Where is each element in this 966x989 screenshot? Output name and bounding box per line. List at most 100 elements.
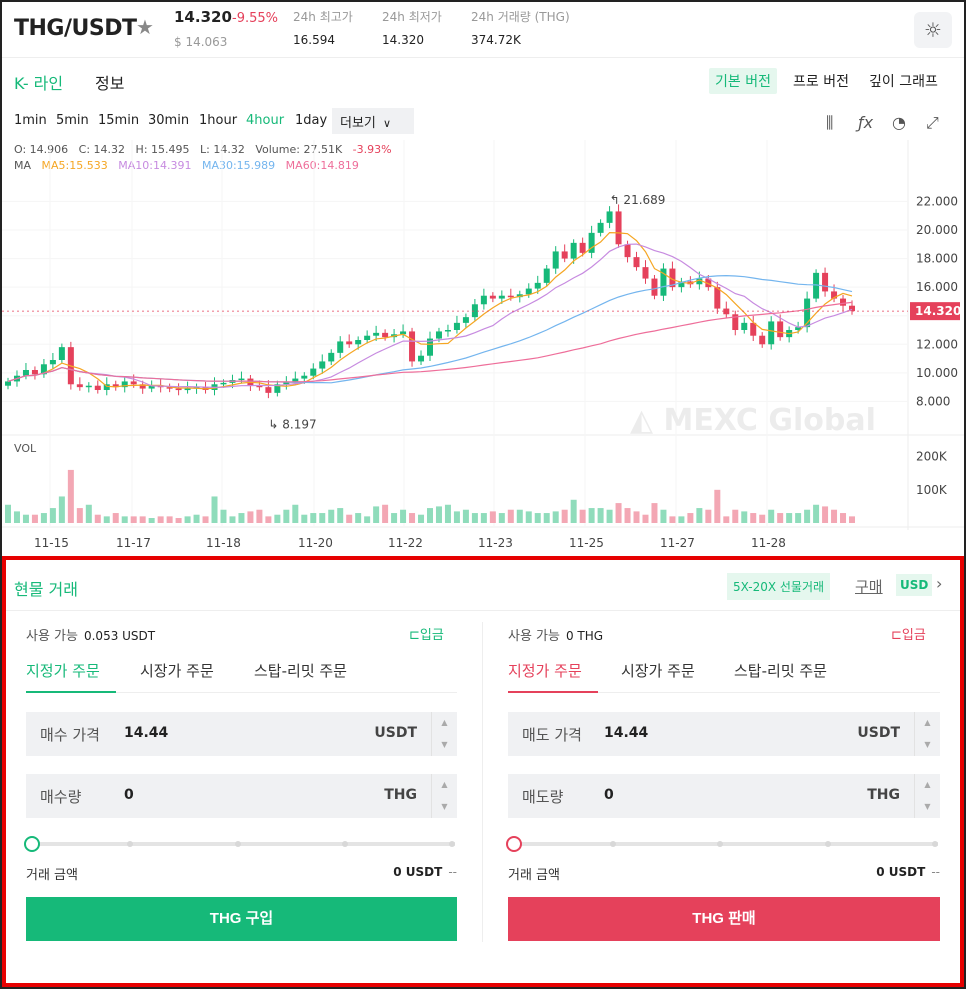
interval-5min[interactable]: 5min <box>56 113 89 128</box>
candle <box>840 298 847 306</box>
buy-tab-stop-limit[interactable]: 스탑-리밋 주문 <box>254 662 347 680</box>
sell-tab-stop-limit[interactable]: 스탑-리밋 주문 <box>734 662 827 680</box>
interval-1day[interactable]: 1day <box>295 113 328 128</box>
candle-type-icon[interactable]: ⫼ <box>826 113 834 132</box>
interval-4hour[interactable]: 4hour <box>246 113 285 128</box>
sell-amount-slider[interactable] <box>506 834 938 854</box>
available-value: 0.053 USDT <box>83 629 156 643</box>
currency-usd-tag[interactable]: USD <box>896 574 933 596</box>
interval-1min[interactable]: 1min <box>14 113 47 128</box>
kline-chart[interactable]: 22.00020.00018.00016.00014.00012.00010.0… <box>2 140 964 556</box>
field-label: 매도 가격 <box>522 726 582 744</box>
deposit-label: 입금 <box>901 628 926 643</box>
slider-step-dot[interactable] <box>449 841 455 847</box>
buy-button[interactable]: THG 구입 <box>26 897 457 941</box>
divider <box>6 610 960 611</box>
price-stepper[interactable]: ▲ ▼ <box>914 712 940 756</box>
interval-1hour[interactable]: 1hour <box>199 113 238 128</box>
y-tick-label: 20.000 <box>916 223 958 237</box>
ohlc-readout: O: 14.906 C: 14.32 H: 15.495 L: 14.32 Vo… <box>14 143 392 156</box>
field-value[interactable]: 0 <box>124 787 134 803</box>
buy-crypto-link[interactable]: 구매 <box>855 578 883 596</box>
caret-down-icon[interactable]: ▼ <box>924 740 931 749</box>
buy-tab-market[interactable]: 시장가 주문 <box>140 662 214 680</box>
candle <box>597 222 604 233</box>
caret-up-icon[interactable]: ▲ <box>441 718 448 727</box>
interval-15min[interactable]: 15min <box>98 113 140 128</box>
quantity-stepper[interactable]: ▲ ▼ <box>914 774 940 818</box>
slider-step-dot[interactable] <box>825 841 831 847</box>
slider-track[interactable] <box>508 842 938 846</box>
ohlc-close: C: 14.32 <box>78 143 126 156</box>
slider-step-dot[interactable] <box>235 841 241 847</box>
caret-down-icon[interactable]: ▼ <box>441 740 448 749</box>
gauge-settings-icon[interactable]: ◔ <box>892 113 906 132</box>
slider-step-dot[interactable] <box>127 841 133 847</box>
version-pro[interactable]: 프로 버전 <box>793 74 849 90</box>
favorite-star-icon[interactable]: ★ <box>136 15 154 39</box>
pair-title[interactable]: THG/USDT <box>14 16 137 41</box>
volume-bar <box>660 509 667 523</box>
tab-kline[interactable]: K- 라인 <box>14 74 64 93</box>
candle <box>795 327 802 330</box>
x-tick-label: 11-25 <box>569 536 604 550</box>
version-depth[interactable]: 깊이 그래프 <box>869 74 938 90</box>
quantity-stepper[interactable]: ▲ ▼ <box>431 774 457 818</box>
sell-deposit-link[interactable]: ⊏입금 <box>891 624 926 643</box>
volume-bar <box>696 508 703 523</box>
volume-bar <box>561 509 568 523</box>
ma30-value: MA30:15.989 <box>201 159 276 172</box>
price-stepper[interactable]: ▲ ▼ <box>431 712 457 756</box>
buy-price-input[interactable]: 매수 가격 14.44 USDT ▲ ▼ <box>26 712 457 756</box>
volume-bar <box>642 514 649 523</box>
sell-tab-limit[interactable]: 지정가 주문 <box>508 662 582 680</box>
volume-bar <box>319 513 326 523</box>
candle <box>337 341 344 353</box>
caret-up-icon[interactable]: ▲ <box>924 780 931 789</box>
price-change: -9.55% <box>232 11 278 26</box>
interval-30min[interactable]: 30min <box>148 113 190 128</box>
volume-bar <box>112 513 119 523</box>
field-value[interactable]: 14.44 <box>604 725 649 741</box>
volume-bar <box>40 513 47 523</box>
buy-tab-limit[interactable]: 지정가 주문 <box>26 662 100 680</box>
volume-bar <box>229 516 236 523</box>
sell-tab-market[interactable]: 시장가 주문 <box>621 662 695 680</box>
field-value[interactable]: 0 <box>604 787 614 803</box>
ma60-line <box>7 301 853 383</box>
slider-step-dot[interactable] <box>342 841 348 847</box>
sell-price-input[interactable]: 매도 가격 14.44 USDT ▲ ▼ <box>508 712 940 756</box>
caret-up-icon[interactable]: ▲ <box>924 718 931 727</box>
indicator-fx-icon[interactable]: ƒx <box>858 113 874 132</box>
volume-bar <box>274 514 281 523</box>
chevron-right-icon[interactable]: › <box>936 574 943 593</box>
volume-bar <box>157 516 164 523</box>
futures-tag[interactable]: 5X-20X 선물거래 <box>727 573 831 600</box>
field-value[interactable]: 14.44 <box>124 725 169 741</box>
caret-down-icon[interactable]: ▼ <box>924 802 931 811</box>
sun-icon[interactable]: ☼ <box>914 12 952 48</box>
stat-24h-high: 24h 최고가 16.594 <box>293 8 353 47</box>
spot-trade-title[interactable]: 현물 거래 <box>14 580 78 599</box>
tab-info[interactable]: 정보 <box>95 74 125 93</box>
candle <box>768 321 775 345</box>
sell-quantity-input[interactable]: 매도량 0 THG ▲ ▼ <box>508 774 940 818</box>
candle <box>49 360 56 365</box>
version-basic[interactable]: 기본 버전 <box>709 68 777 94</box>
slider-step-dot[interactable] <box>717 841 723 847</box>
buy-deposit-link[interactable]: ⊏입금 <box>409 624 444 643</box>
slider-knob[interactable] <box>24 836 40 852</box>
fullscreen-icon[interactable]: ⤢ <box>926 113 939 132</box>
slider-step-dot[interactable] <box>610 841 616 847</box>
candle <box>364 335 371 340</box>
buy-quantity-input[interactable]: 매수량 0 THG ▲ ▼ <box>26 774 457 818</box>
more-intervals-dropdown[interactable]: 더보기 ∨ <box>332 108 414 134</box>
slider-step-dot[interactable] <box>932 841 938 847</box>
sell-button[interactable]: THG 판매 <box>508 897 940 941</box>
buy-amount-slider[interactable] <box>24 834 455 854</box>
slider-knob[interactable] <box>506 836 522 852</box>
ma30-line <box>7 274 853 384</box>
caret-up-icon[interactable]: ▲ <box>441 780 448 789</box>
y-tick-label: 10.000 <box>916 366 958 380</box>
caret-down-icon[interactable]: ▼ <box>441 802 448 811</box>
